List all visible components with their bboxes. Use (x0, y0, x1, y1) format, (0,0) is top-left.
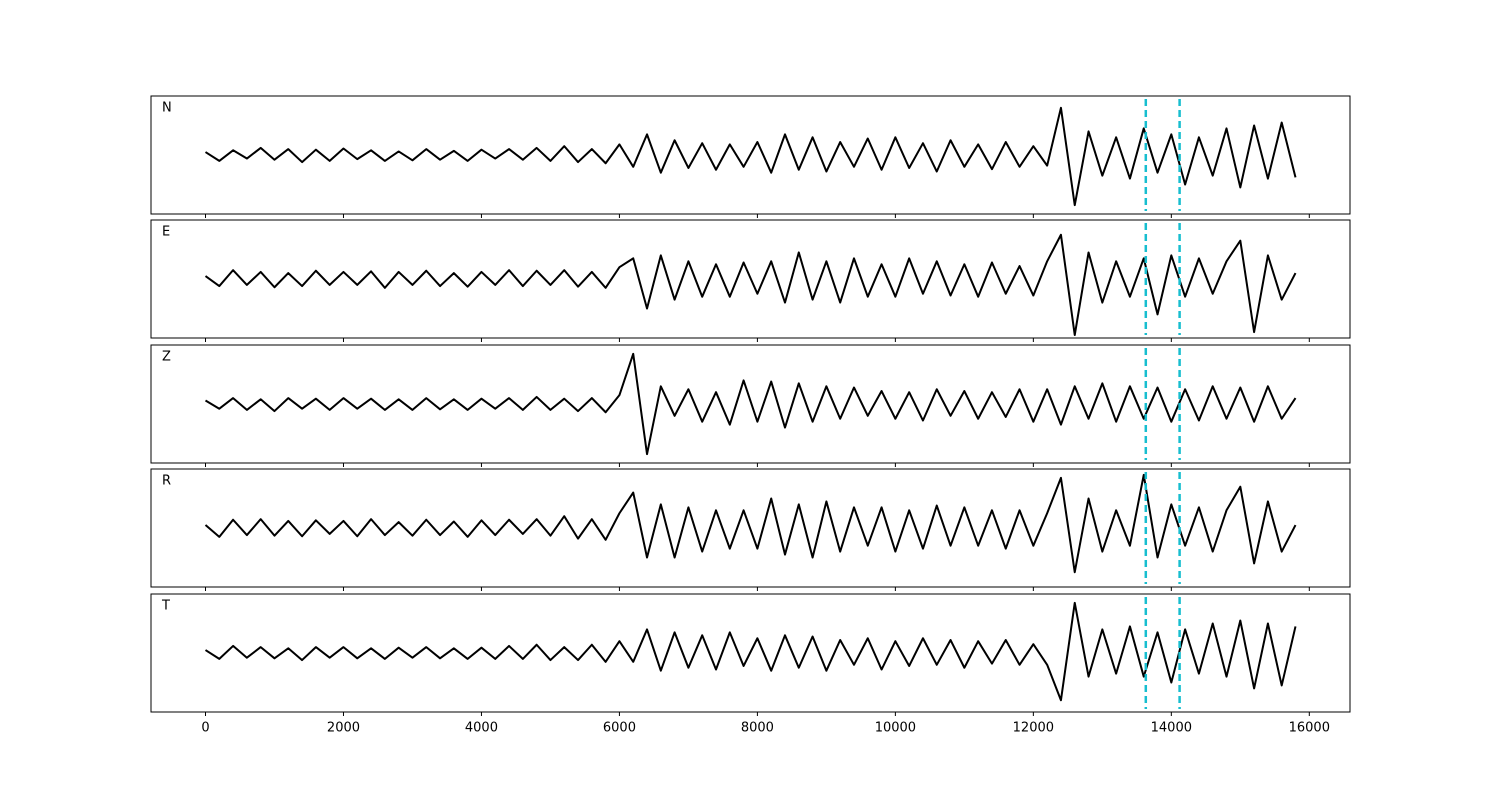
x-tick-label: 14000 (1151, 721, 1192, 736)
trace (204, 352, 1297, 456)
x-tick-label: 10000 (875, 721, 916, 736)
panel-label: R (162, 474, 171, 489)
x-tick-label: 16000 (1289, 721, 1330, 736)
trace (204, 601, 1297, 702)
panel-frame (150, 468, 1351, 588)
trace (204, 233, 1297, 337)
panel-label: Z (162, 350, 171, 365)
panel-frame (150, 593, 1351, 713)
trace (204, 473, 1297, 574)
x-tick-label: 6000 (603, 721, 636, 736)
x-tick-label: 12000 (1013, 721, 1054, 736)
panel-label: E (162, 225, 170, 240)
panel-frame (150, 95, 1351, 215)
panel-frame (150, 344, 1351, 464)
x-tick-label: 2000 (327, 721, 360, 736)
panel-label: N (162, 101, 172, 116)
panel-label: T (161, 599, 170, 614)
x-tick-label: 0 (201, 721, 209, 736)
x-tick-label: 4000 (465, 721, 498, 736)
x-tick-label: 8000 (741, 721, 774, 736)
panel-frame (150, 219, 1351, 339)
trace (204, 106, 1297, 207)
